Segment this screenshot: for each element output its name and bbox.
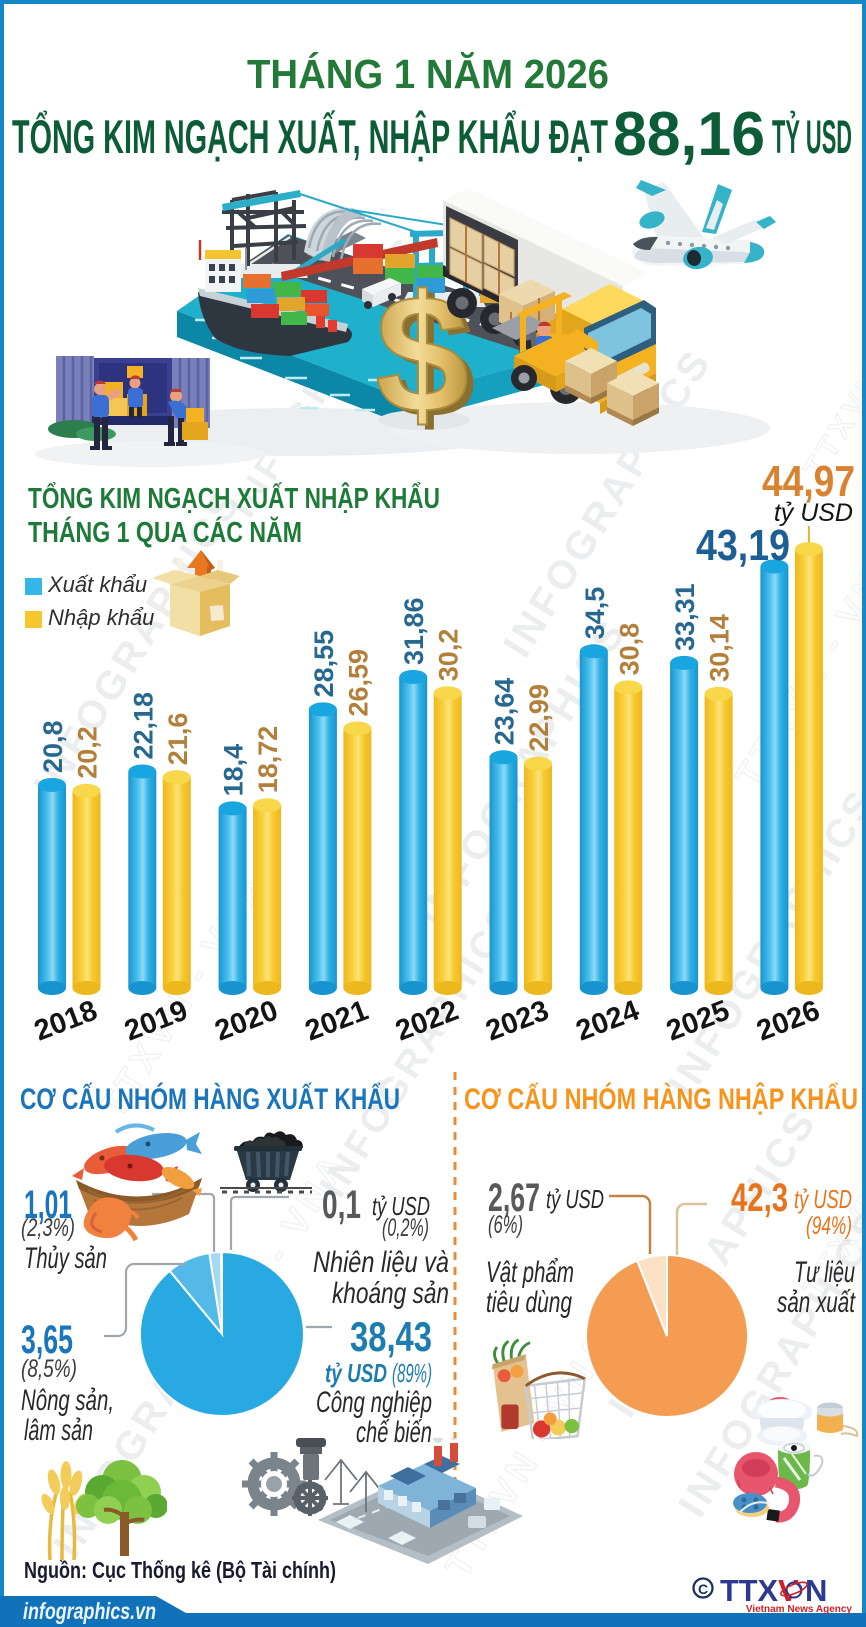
svg-text:TỔNG KIM NGẠCH XUẤT, NHẬP KHẨU: TỔNG KIM NGẠCH XUẤT, NHẬP KHẨU ĐẠT — [12, 110, 608, 163]
svg-text:TỶ USD: TỶ USD — [772, 110, 852, 163]
svg-text:THÁNG 1 QUA CÁC NĂM: THÁNG 1 QUA CÁC NĂM — [28, 515, 302, 549]
svg-text:Vật phẩm: Vật phẩm — [486, 1256, 574, 1289]
svg-text:Nông sản,: Nông sản, — [21, 1384, 114, 1417]
svg-text:(8,5%): (8,5%) — [21, 1355, 77, 1383]
svg-text:34,5: 34,5 — [580, 587, 610, 640]
svg-text:tỷ USD: tỷ USD — [546, 1184, 604, 1214]
svg-text:30,2: 30,2 — [434, 629, 464, 682]
svg-text:N: N — [805, 1573, 827, 1608]
svg-text:Nguồn: Cục Thống kê (Bộ Tài ch: Nguồn: Cục Thống kê (Bộ Tài chính) — [24, 1557, 336, 1583]
svg-text:Công nghiệp: Công nghiệp — [316, 1386, 432, 1419]
svg-text:THÁNG 1 NĂM 2026: THÁNG 1 NĂM 2026 — [247, 51, 609, 97]
svg-text:tỷ USD: tỷ USD — [372, 1191, 430, 1221]
svg-text:42,3: 42,3 — [731, 1176, 788, 1220]
svg-text:TTX: TTX — [720, 1573, 778, 1608]
svg-text:(0,2%): (0,2%) — [382, 1214, 429, 1242]
svg-text:28,55: 28,55 — [309, 630, 339, 698]
svg-text:infographics.vn: infographics.vn — [23, 1598, 156, 1624]
svg-text:3,65: 3,65 — [21, 1318, 73, 1362]
svg-text:26,59: 26,59 — [343, 649, 373, 717]
svg-text:$: $ — [375, 260, 468, 448]
svg-text:sản xuất: sản xuất — [777, 1286, 856, 1319]
svg-text:Nhiên liệu và: Nhiên liệu và — [313, 1246, 449, 1279]
svg-text:Tư liệu: Tư liệu — [794, 1256, 855, 1289]
svg-text:tỷ USD: tỷ USD — [325, 1358, 387, 1388]
svg-text:30,14: 30,14 — [705, 614, 735, 682]
svg-text:(2,3%): (2,3%) — [21, 1214, 75, 1242]
svg-text:1,01: 1,01 — [24, 1183, 72, 1227]
svg-text:22,99: 22,99 — [524, 684, 554, 752]
svg-text:lâm sản: lâm sản — [24, 1414, 93, 1447]
svg-text:20,8: 20,8 — [38, 720, 68, 773]
svg-text:38,43: 38,43 — [350, 1313, 432, 1360]
svg-text:88,16: 88,16 — [613, 100, 765, 169]
svg-text:21,6: 21,6 — [163, 713, 193, 766]
svg-text:tiêu dùng: tiêu dùng — [486, 1286, 572, 1319]
svg-text:44,97: 44,97 — [762, 457, 855, 506]
svg-text:tỷ USD: tỷ USD — [774, 499, 853, 527]
svg-text:31,86: 31,86 — [399, 597, 429, 665]
svg-text:(6%): (6%) — [488, 1211, 523, 1239]
svg-text:khoáng sản: khoáng sản — [332, 1277, 449, 1310]
svg-text:23,64: 23,64 — [490, 678, 520, 746]
svg-text:20,2: 20,2 — [73, 726, 103, 779]
svg-text:C: C — [698, 1581, 708, 1597]
svg-text:33,31: 33,31 — [670, 583, 700, 651]
svg-text:CƠ CẤU NHÓM HÀNG XUẤT KHẨU: CƠ CẤU NHÓM HÀNG XUẤT KHẨU — [20, 1082, 400, 1116]
svg-text:(94%): (94%) — [806, 1212, 852, 1240]
svg-text:tỷ USD: tỷ USD — [794, 1184, 852, 1214]
svg-text:30,8: 30,8 — [614, 623, 644, 676]
svg-text:Vietnam News Agency: Vietnam News Agency — [746, 1604, 853, 1614]
svg-text:0,1: 0,1 — [322, 1183, 361, 1227]
svg-text:18,72: 18,72 — [253, 726, 283, 794]
svg-text:43,19: 43,19 — [696, 521, 790, 570]
svg-text:(89%): (89%) — [392, 1358, 432, 1388]
svg-text:18,4: 18,4 — [219, 744, 249, 797]
svg-text:22,18: 22,18 — [128, 692, 158, 760]
svg-text:CƠ CẤU NHÓM HÀNG NHẬP KHẨU: CƠ CẤU NHÓM HÀNG NHẬP KHẨU — [464, 1082, 858, 1116]
svg-text:Thủy sản: Thủy sản — [24, 1242, 107, 1275]
svg-text:2,67: 2,67 — [488, 1176, 540, 1220]
svg-text:TỔNG KIM NGẠCH XUẤT NHẬP KHẨU: TỔNG KIM NGẠCH XUẤT NHẬP KHẨU — [28, 481, 440, 515]
svg-text:chế biến: chế biến — [356, 1416, 432, 1449]
